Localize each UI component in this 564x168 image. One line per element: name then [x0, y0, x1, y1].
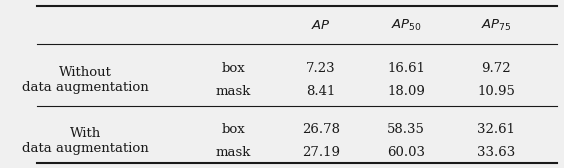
Text: mask: mask: [216, 146, 252, 159]
Text: 16.61: 16.61: [387, 62, 425, 75]
Text: $AP$: $AP$: [311, 19, 331, 32]
Text: 27.19: 27.19: [302, 146, 340, 159]
Text: 7.23: 7.23: [306, 62, 336, 75]
Text: 32.61: 32.61: [477, 123, 515, 136]
Text: Without
data augmentation: Without data augmentation: [22, 66, 149, 94]
Text: 33.63: 33.63: [477, 146, 515, 159]
Text: box: box: [222, 123, 245, 136]
Text: $AP_{50}$: $AP_{50}$: [391, 18, 421, 33]
Text: 8.41: 8.41: [306, 85, 336, 98]
Text: 18.09: 18.09: [387, 85, 425, 98]
Text: box: box: [222, 62, 245, 75]
Text: 60.03: 60.03: [387, 146, 425, 159]
Text: 58.35: 58.35: [387, 123, 425, 136]
Text: $AP_{75}$: $AP_{75}$: [481, 18, 512, 33]
Text: 9.72: 9.72: [482, 62, 511, 75]
Text: 26.78: 26.78: [302, 123, 340, 136]
Text: With
data augmentation: With data augmentation: [22, 127, 149, 155]
Text: 10.95: 10.95: [477, 85, 515, 98]
Text: mask: mask: [216, 85, 252, 98]
